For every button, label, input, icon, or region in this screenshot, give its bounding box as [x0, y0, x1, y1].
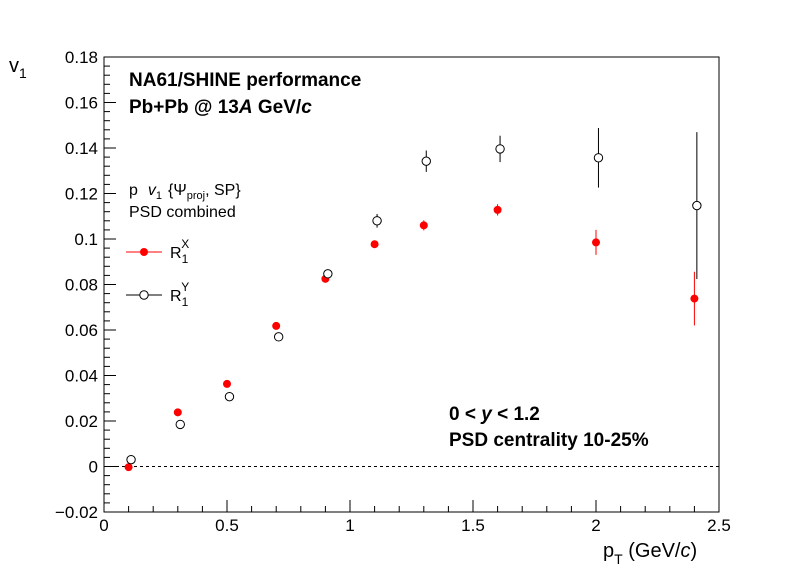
- y-tick-label: 0.16: [65, 94, 98, 113]
- system-label: Pb+Pb @ 13A GeV/c: [129, 97, 312, 118]
- legend-entry-rx: R1X: [126, 237, 189, 266]
- y-tick-label: 0.14: [65, 139, 98, 158]
- data-point: [223, 379, 231, 388]
- legend-rx-label: R1X: [170, 237, 189, 266]
- legend-ry-marker: [139, 290, 149, 300]
- data-point: [175, 419, 185, 430]
- y-tick-label: 0: [89, 458, 98, 477]
- x-tick-label: 1.5: [461, 516, 485, 535]
- legend-rx-marker: [140, 248, 148, 256]
- y-tick-label: 0.04: [65, 367, 98, 386]
- y-tick-label: −0.02: [55, 503, 98, 522]
- data-point: [692, 200, 702, 211]
- centrality-label: PSD centrality 10-25%: [449, 430, 649, 451]
- x-tick-label: 2: [591, 516, 600, 535]
- legend-header-detector: PSD combined: [129, 204, 236, 221]
- data-point: [272, 321, 281, 330]
- y-tick-label: 0.08: [65, 276, 98, 295]
- x-tick-label: 0: [99, 516, 108, 535]
- x-axis-ticks: 0 0.5 1 1.5 2 2.5: [99, 500, 731, 535]
- y-tick-label: 0.02: [65, 412, 98, 431]
- y-tick-label: 0.18: [65, 48, 98, 67]
- legend-header: p v1 {Ψproj, SP}: [129, 182, 241, 202]
- x-axis-title: pT (GeV/c): [603, 540, 697, 567]
- data-point: [372, 216, 382, 226]
- y-tick-label: 0.12: [65, 185, 98, 204]
- data-point: [419, 221, 428, 230]
- x-tick-label: 1: [345, 516, 354, 535]
- y-axis-ticks: −0.02 0 0.02 0.04 0.06 0.08 0.1 0.12 0.14 0.16 0.1…: [55, 48, 116, 522]
- data-point: [493, 205, 502, 214]
- data-point: [495, 144, 505, 154]
- rapidity-range-label: 0 < y < 1.2: [449, 404, 540, 425]
- y-tick-label: 0.1: [74, 230, 98, 249]
- series-ry: [126, 127, 702, 465]
- legend-entry-ry: R1Y: [126, 280, 189, 309]
- data-point: [593, 153, 604, 163]
- data-point: [690, 294, 699, 303]
- data-point: [323, 269, 333, 279]
- data-point: [370, 240, 379, 249]
- x-tick-label: 0.5: [215, 516, 239, 535]
- series-rx: [124, 204, 699, 472]
- data-point: [224, 391, 235, 402]
- data-point: [173, 408, 182, 417]
- data-point: [273, 332, 284, 342]
- data-point: [592, 238, 600, 247]
- data-point: [126, 454, 136, 465]
- legend-ry-label: R1Y: [170, 280, 189, 309]
- data-point: [124, 463, 133, 472]
- y-axis-title: v1: [9, 55, 27, 81]
- performance-label: NA61/SHINE performance: [129, 70, 361, 91]
- y-tick-label: 0.06: [65, 321, 98, 340]
- x-tick-label: 2.5: [707, 516, 731, 535]
- data-point: [421, 156, 431, 166]
- data-series: [124, 127, 702, 472]
